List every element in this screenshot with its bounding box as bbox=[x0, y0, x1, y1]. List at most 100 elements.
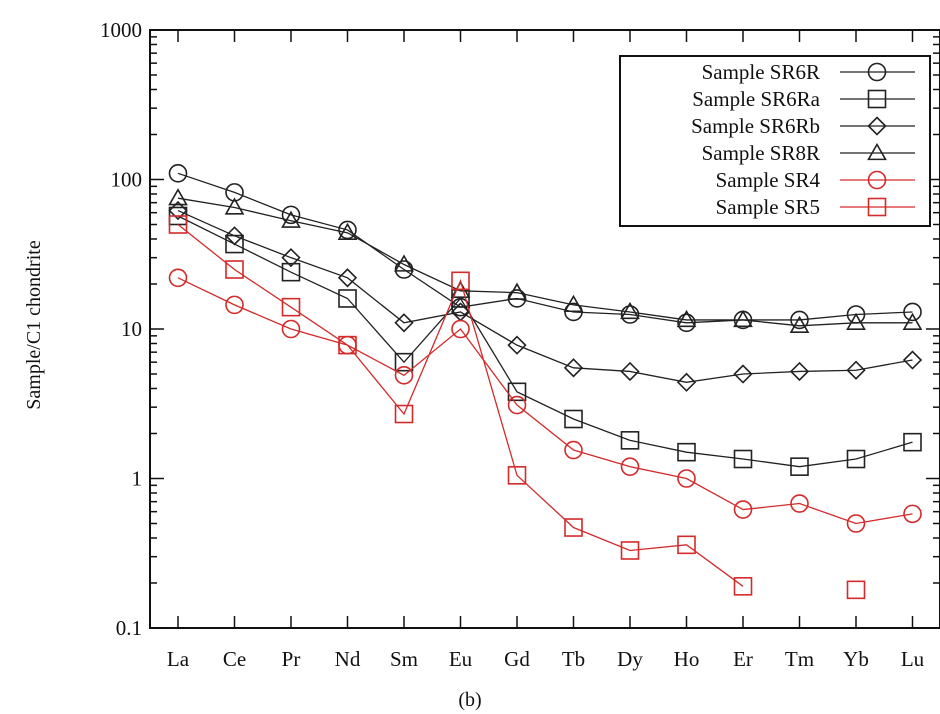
x-tick-label: Yb bbox=[843, 647, 869, 671]
x-tick-label: Ho bbox=[674, 647, 700, 671]
data-point bbox=[394, 313, 414, 333]
legend-marker bbox=[867, 62, 887, 82]
legend-label: Sample SR6R bbox=[702, 60, 820, 84]
data-point bbox=[225, 260, 244, 279]
data-point bbox=[846, 312, 866, 330]
y-tick-label: 1 bbox=[132, 467, 143, 491]
data-point bbox=[394, 352, 414, 372]
data-point bbox=[620, 305, 640, 324]
data-point bbox=[451, 319, 470, 339]
data-point bbox=[507, 382, 527, 402]
data-point bbox=[620, 457, 640, 476]
y-tick-label: 0.1 bbox=[116, 616, 142, 640]
data-point bbox=[902, 350, 923, 370]
series-line bbox=[177, 209, 913, 383]
legend-marker bbox=[867, 116, 887, 136]
data-point bbox=[620, 361, 640, 382]
data-point bbox=[903, 302, 922, 322]
series-line bbox=[177, 172, 913, 324]
series-4 bbox=[168, 188, 923, 334]
data-point bbox=[394, 366, 414, 385]
series-line bbox=[177, 223, 744, 587]
data-point bbox=[564, 518, 583, 537]
data-point bbox=[337, 222, 358, 240]
data-point bbox=[224, 197, 245, 215]
data-point bbox=[677, 469, 696, 488]
legend-marker bbox=[867, 89, 887, 109]
data-point bbox=[677, 535, 696, 555]
series-3 bbox=[168, 200, 923, 392]
x-tick-label: Tb bbox=[562, 647, 585, 671]
x-tick-label: Dy bbox=[617, 647, 643, 671]
data-point bbox=[338, 289, 357, 308]
data-point bbox=[168, 200, 188, 221]
data-point bbox=[281, 262, 301, 282]
data-point bbox=[733, 449, 753, 469]
legend-box bbox=[619, 55, 931, 227]
data-point bbox=[620, 541, 640, 560]
data-point bbox=[168, 215, 188, 234]
data-point bbox=[281, 210, 301, 228]
series-line bbox=[177, 277, 913, 525]
y-tick-label: 1000 bbox=[100, 18, 142, 42]
x-tick-label: Sm bbox=[390, 647, 418, 671]
data-point bbox=[563, 294, 584, 313]
data-point bbox=[337, 268, 358, 288]
x-tick-label: Eu bbox=[449, 647, 473, 671]
y-tick-label: 10 bbox=[121, 317, 142, 341]
x-tick-label: Nd bbox=[335, 647, 361, 671]
legend: Sample SR6R Sample SR6Ra Sample SR6Rb Sampl… bbox=[619, 55, 931, 227]
data-point bbox=[564, 409, 583, 429]
x-tick-label: Gd bbox=[504, 647, 530, 671]
data-point bbox=[507, 335, 527, 355]
data-point bbox=[507, 466, 527, 485]
data-point bbox=[281, 248, 301, 268]
series-5 bbox=[168, 268, 922, 533]
data-point bbox=[790, 457, 809, 476]
data-point bbox=[676, 372, 697, 392]
data-point bbox=[790, 310, 809, 330]
data-point bbox=[733, 364, 753, 384]
legend-marker bbox=[867, 142, 887, 161]
data-point bbox=[677, 313, 696, 333]
data-point bbox=[790, 494, 809, 513]
data-point bbox=[394, 254, 414, 272]
data-point bbox=[903, 432, 922, 452]
series-line bbox=[177, 197, 913, 327]
x-tick-label: Pr bbox=[282, 647, 301, 671]
data-point bbox=[789, 315, 810, 334]
data-point bbox=[676, 309, 697, 328]
data-point bbox=[338, 335, 357, 355]
data-point bbox=[564, 440, 583, 460]
data-point bbox=[620, 431, 640, 450]
data-point bbox=[507, 282, 527, 300]
y-axis-title: Sample/C1 chondrite bbox=[23, 240, 45, 410]
data-point bbox=[281, 297, 301, 317]
data-point bbox=[563, 358, 584, 378]
x-tick-label: Lu bbox=[901, 647, 925, 671]
legend-label: Sample SR5 bbox=[716, 195, 820, 219]
data-point bbox=[451, 271, 470, 291]
series-6 bbox=[168, 215, 866, 600]
data-point bbox=[281, 205, 301, 225]
data-point bbox=[168, 268, 188, 288]
data-point bbox=[620, 301, 640, 320]
series-line bbox=[177, 215, 913, 468]
data-point bbox=[394, 404, 414, 424]
x-tick-label: Ce bbox=[223, 647, 246, 671]
chart-caption: (b) bbox=[458, 689, 481, 711]
data-point bbox=[224, 226, 245, 246]
y-tick-label: 100 bbox=[111, 168, 143, 192]
x-tick-label: Tm bbox=[785, 647, 814, 671]
data-point bbox=[168, 188, 188, 206]
legend-label: Sample SR8R bbox=[702, 141, 820, 165]
legend-label: Sample SR6Ra bbox=[692, 87, 820, 111]
data-point bbox=[903, 504, 922, 524]
data-point bbox=[789, 361, 810, 382]
data-point bbox=[733, 577, 753, 596]
data-point bbox=[225, 183, 244, 202]
data-point bbox=[733, 309, 753, 328]
legend-label: Sample SR4 bbox=[716, 168, 821, 192]
series-layer bbox=[168, 164, 923, 600]
